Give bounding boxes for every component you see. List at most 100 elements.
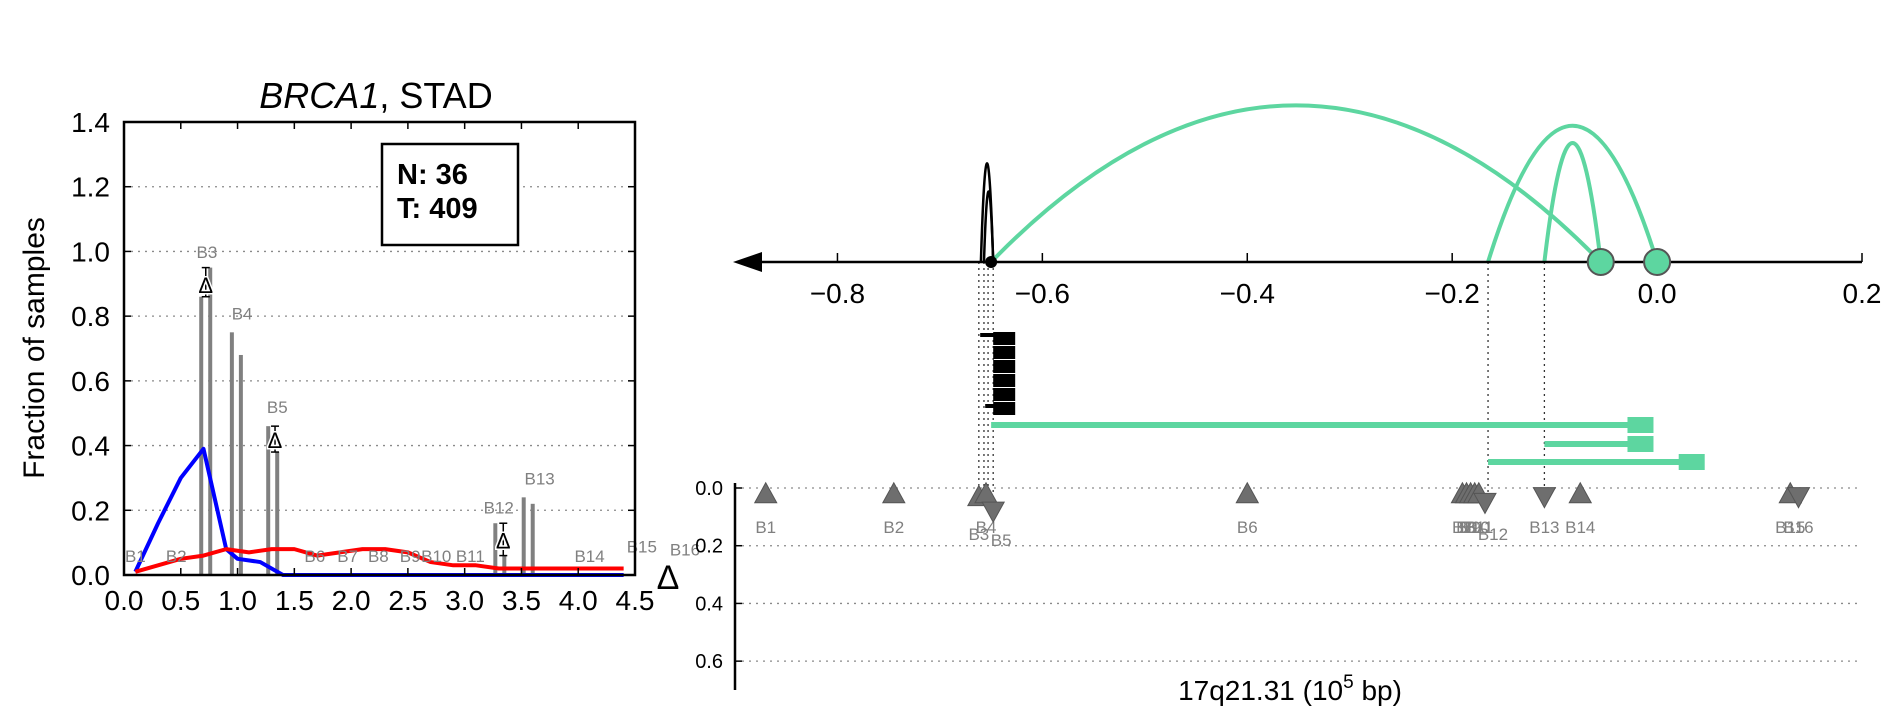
bar-normal [493,523,498,575]
marker-triangle-up [1568,481,1593,504]
exon-block [993,346,1016,359]
series-line [134,547,624,574]
x-tick-label: 3.0 [445,585,484,616]
exon-marker: B2 [881,481,906,537]
splice-arc [1486,124,1660,263]
exon-marker-label: B5 [991,531,1012,550]
exon-marker: B6 [1235,481,1260,537]
y-tick-label: 0.4 [71,431,110,462]
bar-pair [199,267,213,575]
bar-normal [266,426,271,575]
exon-blocks [980,332,1016,415]
y-tick-label: 0.0 [71,560,110,591]
right-x-label: 17q21.31 (105 bp) [1178,672,1402,706]
bar-label: B11 [456,547,485,566]
bar-label: B6 [304,547,325,566]
delta-marker: Δ [494,522,512,557]
y-tick-label: 0.8 [71,301,110,332]
exon-marker-label: B16 [1783,518,1813,537]
track-y-tick-label: 0.4 [695,593,723,615]
left-title: BRCA1, STAD [259,75,492,116]
isoform-end-block [1627,436,1654,452]
isoform-end-block [1627,417,1654,433]
bar-label: B3 [196,243,217,262]
splice-arc [989,103,1603,264]
axis-tick-label: −0.2 [1425,278,1480,309]
bar-label: B5 [267,398,288,417]
x-tick-label: 0.5 [161,585,200,616]
right-x-label-tail: bp) [1354,675,1402,706]
left-delta-markers: Δ Δ Δ [197,266,512,557]
marker-triangle-up [753,481,778,504]
x-tick-label: 2.0 [332,585,371,616]
exon-marker: B13 [1529,487,1560,537]
marker-triangle-down [1532,487,1557,509]
axis-tick-label: −0.4 [1220,278,1275,309]
y-tick-label: 1.0 [71,236,110,267]
exon-block [993,388,1016,401]
delta-axis-symbol: Δ [657,559,680,597]
isoform-tracks [991,417,1705,470]
exon-marker: B5 [981,501,1012,550]
junction-points [985,248,1672,276]
bar-label: B7 [337,547,358,566]
exon-marker-label: B7 [1452,518,1473,537]
left-bar-labels: B1 B2 B3 B4 B5 B6 B7 B8 B9 B10 B11 B12 B13 B14 B15 B16 [125,243,700,566]
right-x-label-main: 17q21.31 (10 [1178,675,1343,706]
splice-arcs [979,103,1660,264]
x-tick-label: 1.5 [275,585,314,616]
junction-point-green [1586,248,1615,276]
exon-marker-label: B11 [1464,518,1493,537]
y-tick-label: 0.2 [71,495,110,526]
exon-block [993,360,1016,373]
delta-symbol: Δ [198,273,213,298]
exon-marker-label: B4 [976,518,997,537]
bar-label: B10 [421,547,451,566]
marker-triangle-down [1786,487,1811,509]
exon-marker: B14 [1565,481,1595,537]
exon-marker-label: B15 [1775,518,1805,537]
isoform-track [991,417,1654,433]
marker-triangle-up [881,481,906,504]
axis-tick-label: −0.8 [810,278,865,309]
x-tick-label: 2.5 [388,585,427,616]
exon-marker-label: B10 [1460,518,1490,537]
junction-point-black [985,256,998,268]
exon-block [993,402,1016,415]
bar-label: B2 [166,547,187,566]
bar-normal [229,332,234,575]
left-bars [199,267,535,575]
exon-block [993,332,1016,345]
marker-triangle-up [1235,481,1260,504]
exon-stub [980,333,995,337]
axis-tick-label: 0.2 [1843,278,1882,309]
exon-block [993,374,1016,387]
exon-marker-label: B8 [1456,518,1477,537]
bar-pair [229,332,243,575]
bar-tumor [502,555,507,575]
bar-label: B16 [670,541,700,560]
exon-marker-label: B12 [1478,525,1508,544]
exon-marker: B1 [753,481,778,537]
normal-count: N: 36 [397,159,468,191]
sample-count-frame [380,142,520,247]
y-tick-label: 1.2 [71,172,110,203]
bar-label: B8 [368,547,389,566]
bar-pair [266,426,280,575]
bar-label: B9 [400,547,421,566]
marker-triangle-down [1473,492,1497,515]
bar-label: B13 [524,469,554,488]
splice-arc [982,190,995,263]
exon-marker-label: B13 [1529,518,1559,537]
axis-tick-label: 0.0 [1638,278,1677,309]
bar-tumor [530,503,535,575]
exon-marker-label: B2 [883,518,904,537]
left-y-label: Fraction of samples [18,217,51,479]
y-tick-label: 0.6 [71,366,110,397]
delta-symbol: Δ [496,528,511,553]
bar-pair [521,497,535,575]
exon-marker-label: B6 [1237,518,1258,537]
axis-tick-label: −0.6 [1015,278,1070,309]
splice-arc [1542,141,1603,263]
bar-label: B14 [574,547,604,566]
